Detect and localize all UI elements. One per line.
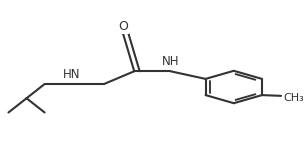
Text: HN: HN bbox=[63, 68, 80, 81]
Text: O: O bbox=[118, 21, 128, 33]
Text: NH: NH bbox=[162, 55, 179, 68]
Text: CH₃: CH₃ bbox=[284, 93, 304, 103]
